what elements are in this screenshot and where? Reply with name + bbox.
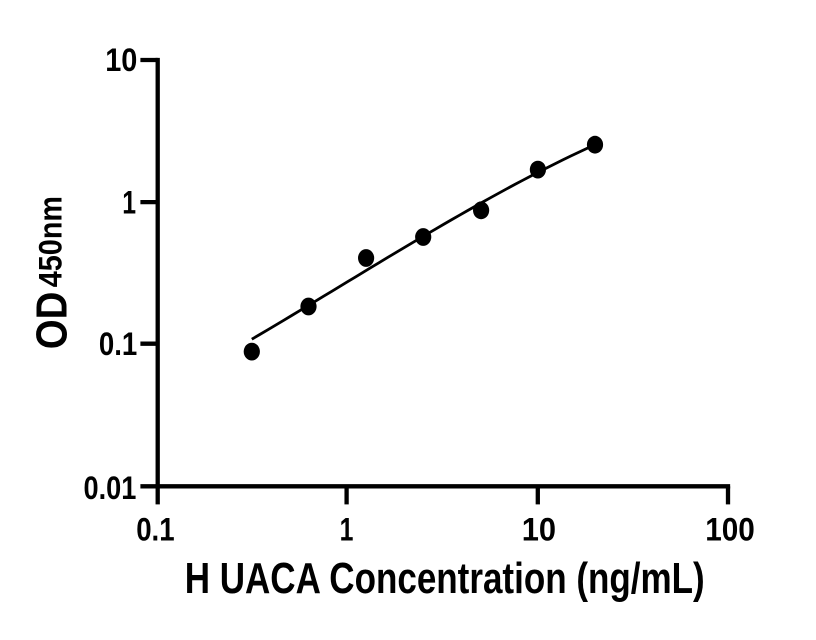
svg-text:0.1: 0.1 [136, 510, 174, 547]
svg-text:10: 10 [105, 41, 137, 78]
svg-text:100: 100 [705, 510, 755, 547]
svg-text:450nm: 450nm [31, 196, 68, 287]
svg-text:1: 1 [340, 510, 354, 547]
svg-text:1: 1 [122, 184, 136, 221]
svg-text:OD: OD [28, 292, 76, 350]
svg-text:0.1: 0.1 [99, 325, 137, 362]
svg-text:0.01: 0.01 [84, 469, 137, 506]
svg-text:H UACA Concentration (ng/mL): H UACA Concentration (ng/mL) [185, 555, 705, 603]
svg-text:10: 10 [522, 510, 556, 547]
